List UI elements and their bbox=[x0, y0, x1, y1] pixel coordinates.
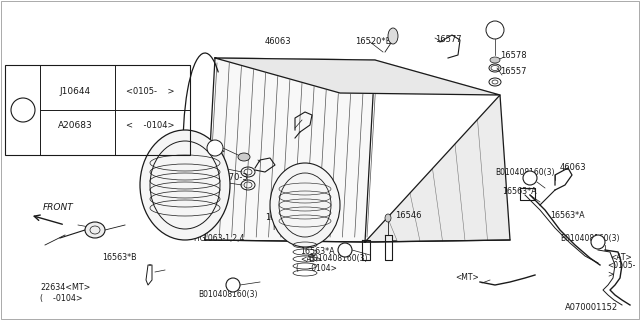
Text: 16563*A: 16563*A bbox=[300, 247, 335, 257]
Circle shape bbox=[338, 243, 352, 257]
Circle shape bbox=[207, 140, 223, 156]
Text: FIG.063-1,2,4: FIG.063-1,2,4 bbox=[193, 234, 244, 243]
Text: B: B bbox=[595, 237, 600, 246]
Text: 46063: 46063 bbox=[265, 37, 292, 46]
Circle shape bbox=[591, 235, 605, 249]
Text: 16578: 16578 bbox=[500, 51, 527, 60]
Text: 16578: 16578 bbox=[195, 157, 221, 166]
Text: <0105-: <0105- bbox=[607, 261, 636, 270]
Text: 16577: 16577 bbox=[435, 36, 461, 44]
Text: (    -0104>: ( -0104> bbox=[175, 157, 218, 166]
Text: B010408160(3): B010408160(3) bbox=[560, 234, 620, 243]
Text: 1: 1 bbox=[20, 105, 26, 115]
Ellipse shape bbox=[385, 214, 391, 222]
Ellipse shape bbox=[388, 28, 398, 44]
Polygon shape bbox=[365, 95, 510, 242]
Text: 16557: 16557 bbox=[500, 68, 527, 76]
Text: 16563*B: 16563*B bbox=[102, 253, 136, 262]
Text: (    -0104>: ( -0104> bbox=[296, 263, 337, 273]
Text: B010408160(3): B010408160(3) bbox=[495, 167, 554, 177]
Circle shape bbox=[523, 171, 537, 185]
Text: F9841: F9841 bbox=[272, 223, 296, 233]
Circle shape bbox=[226, 278, 240, 292]
Text: 1: 1 bbox=[212, 143, 218, 153]
Text: 22634<MT>: 22634<MT> bbox=[40, 284, 90, 292]
Text: 16546: 16546 bbox=[395, 211, 422, 220]
Text: B010408160(3): B010408160(3) bbox=[308, 253, 367, 262]
Text: <0105-    >: <0105- > bbox=[125, 87, 174, 97]
Text: B010408160(3): B010408160(3) bbox=[198, 291, 257, 300]
Text: <AT>: <AT> bbox=[300, 255, 322, 265]
Text: 16520*A: 16520*A bbox=[265, 213, 300, 222]
Ellipse shape bbox=[140, 130, 230, 240]
Ellipse shape bbox=[85, 222, 105, 238]
Text: 16563*A: 16563*A bbox=[502, 188, 536, 196]
Text: >: > bbox=[607, 269, 613, 278]
Text: (    -0104>: ( -0104> bbox=[40, 293, 83, 302]
Text: A070001152: A070001152 bbox=[565, 303, 618, 313]
Text: 46063: 46063 bbox=[560, 164, 587, 172]
Text: 16583<MT>: 16583<MT> bbox=[175, 148, 225, 156]
Text: 16557: 16557 bbox=[195, 188, 221, 196]
Text: B: B bbox=[342, 245, 348, 254]
Ellipse shape bbox=[270, 163, 340, 247]
Circle shape bbox=[486, 21, 504, 39]
Ellipse shape bbox=[490, 57, 500, 63]
Polygon shape bbox=[215, 58, 500, 95]
Text: B: B bbox=[527, 173, 532, 182]
Text: FIG.070-3: FIG.070-3 bbox=[207, 173, 248, 182]
Text: <AT>: <AT> bbox=[610, 253, 632, 262]
Ellipse shape bbox=[238, 153, 250, 161]
Text: 1: 1 bbox=[492, 26, 498, 35]
Text: <MT>: <MT> bbox=[455, 274, 479, 283]
Text: <    -0104>: < -0104> bbox=[125, 121, 174, 130]
Text: A20683: A20683 bbox=[58, 121, 92, 130]
Text: J10644: J10644 bbox=[60, 87, 91, 97]
Bar bbox=[5, 65, 190, 155]
Text: 16563*A: 16563*A bbox=[550, 211, 584, 220]
Text: 16520*B: 16520*B bbox=[355, 37, 392, 46]
Circle shape bbox=[11, 98, 35, 122]
Text: FRONT: FRONT bbox=[43, 204, 74, 212]
Text: B: B bbox=[230, 281, 236, 290]
Polygon shape bbox=[205, 58, 375, 242]
